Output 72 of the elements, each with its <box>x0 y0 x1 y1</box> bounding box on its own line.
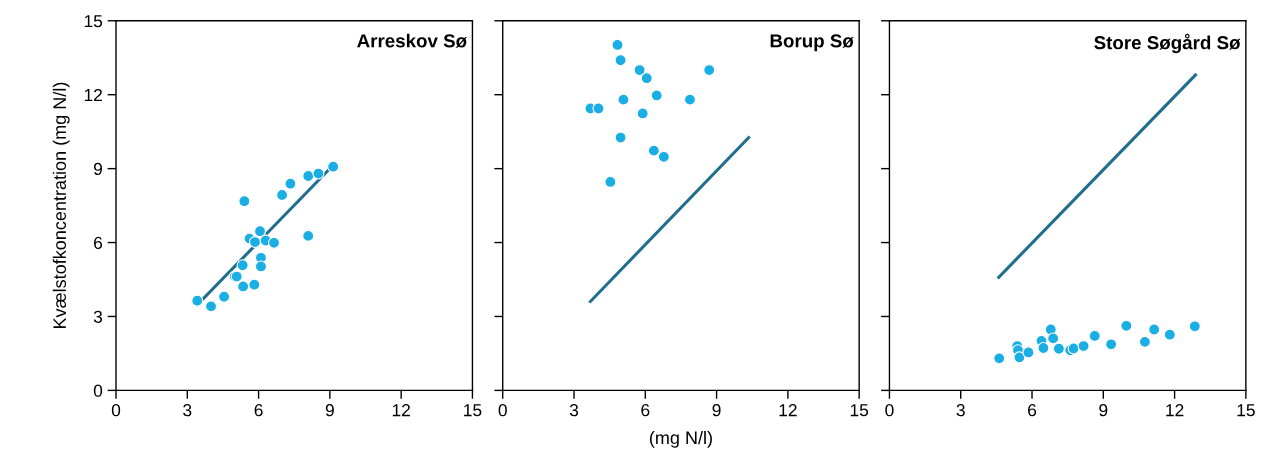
point <box>302 169 315 183</box>
point <box>1022 346 1035 359</box>
x-tick-label: 3 <box>956 404 965 417</box>
x-tick-label: 15 <box>464 404 482 417</box>
y-tick-label: 12 <box>84 88 102 101</box>
x-tick-label: 9 <box>325 404 334 417</box>
y-tick-label: 0 <box>93 384 103 397</box>
text: Arreskov Sø <box>357 33 468 48</box>
point <box>1052 342 1065 355</box>
point <box>604 175 617 188</box>
point <box>1088 329 1101 342</box>
point <box>254 260 267 273</box>
point <box>614 54 627 67</box>
point <box>611 38 624 51</box>
x-tick-label: 6 <box>1028 404 1037 417</box>
y-tick-label: 9 <box>93 162 102 176</box>
y-tick-label: 15 <box>84 15 103 28</box>
y-axis-title: Kvælstofkoncentration (mg N/l) <box>52 82 70 329</box>
x-tick-label: 15 <box>850 404 869 417</box>
x-tick-label: 6 <box>641 404 650 417</box>
point <box>617 93 630 106</box>
x-tick-label: 0 <box>885 404 894 417</box>
point <box>633 64 646 77</box>
point <box>238 195 251 208</box>
x-tick-label: 9 <box>1099 404 1108 417</box>
point <box>647 144 660 157</box>
point <box>703 64 716 77</box>
point <box>268 236 281 249</box>
point <box>284 177 297 190</box>
point <box>1037 341 1050 355</box>
point <box>1105 338 1118 351</box>
x-tick-label: 9 <box>712 404 721 417</box>
x-tick-label: 3 <box>183 404 192 417</box>
x-tick-label: 15 <box>1237 404 1255 417</box>
text: Borup Sø <box>770 34 854 52</box>
x-tick-label: 12 <box>1166 404 1184 417</box>
x-tick-label: 12 <box>779 404 797 417</box>
point <box>1163 328 1176 341</box>
point <box>592 102 605 115</box>
point <box>1120 319 1133 332</box>
point <box>993 352 1006 365</box>
point <box>236 259 249 272</box>
x-tick-label: 6 <box>254 404 263 417</box>
x-tick-label: 12 <box>392 404 410 417</box>
point <box>205 300 218 313</box>
point <box>1188 320 1201 333</box>
point <box>191 294 204 307</box>
x-tick-label: 0 <box>498 404 507 417</box>
point <box>1148 323 1161 336</box>
point <box>614 131 627 144</box>
x-tick-label: 0 <box>111 404 121 417</box>
point <box>683 93 696 106</box>
point <box>650 89 663 102</box>
point <box>253 225 267 238</box>
point <box>237 280 250 293</box>
y-tick-label: 6 <box>94 236 103 250</box>
point <box>248 278 261 291</box>
x-tick-label: 3 <box>569 404 579 417</box>
point <box>218 290 231 303</box>
point <box>327 160 340 173</box>
point <box>276 188 289 202</box>
x-axis-title: (mg N/l) <box>649 430 712 448</box>
point <box>248 236 262 249</box>
point <box>1013 351 1026 364</box>
point <box>1077 340 1090 353</box>
point <box>636 107 649 120</box>
text: Store Søgård Sø <box>1094 33 1241 54</box>
y-tick-label: 3 <box>93 310 103 323</box>
point <box>1047 332 1060 345</box>
point <box>640 72 653 85</box>
point <box>657 150 670 163</box>
point <box>312 167 325 180</box>
